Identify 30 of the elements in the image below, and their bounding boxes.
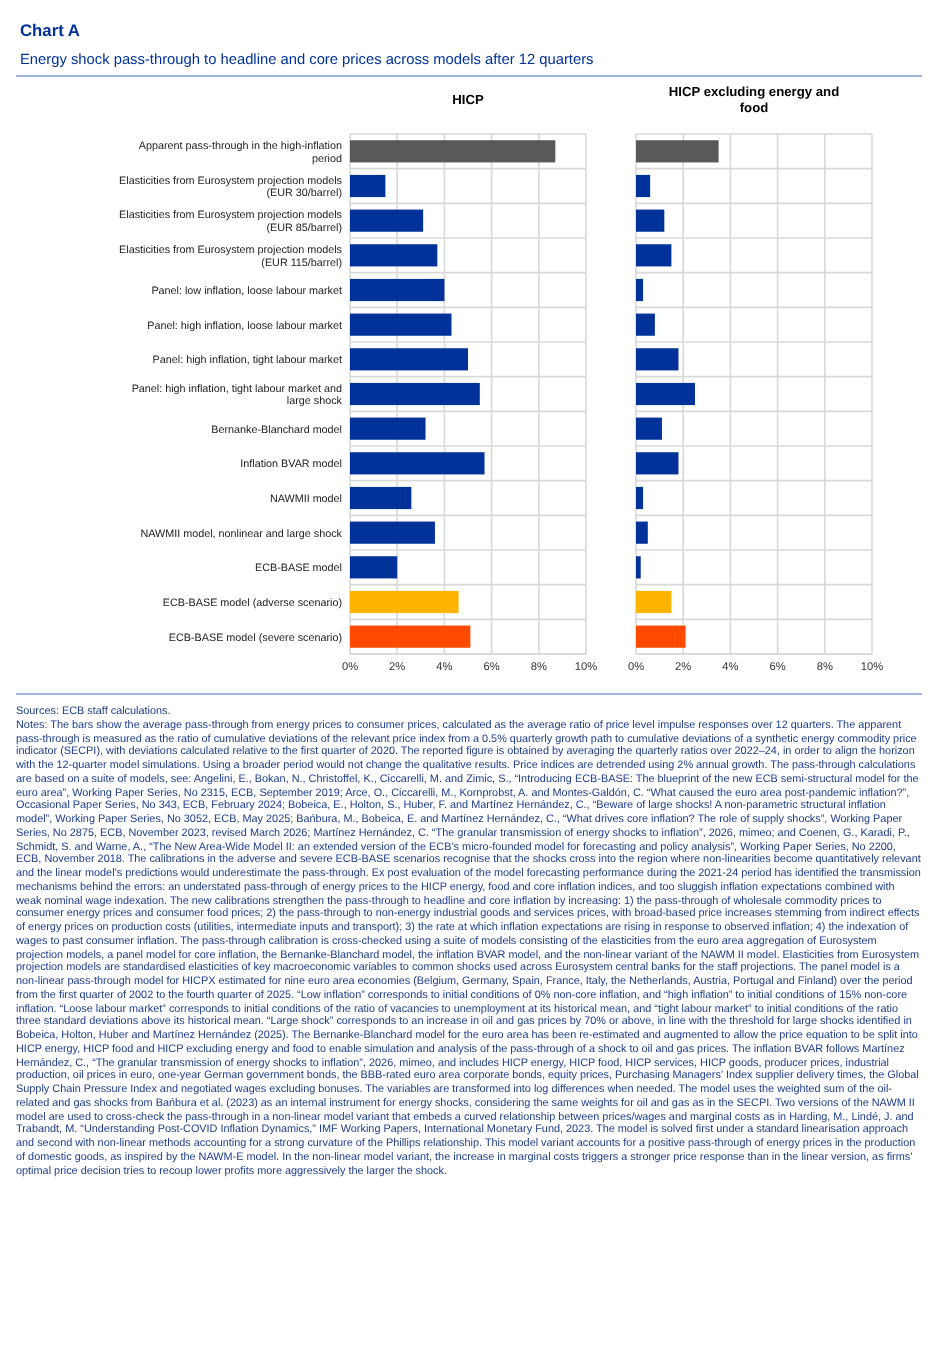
bar <box>636 590 672 614</box>
bar <box>636 313 655 336</box>
bar <box>636 521 648 544</box>
bar <box>350 140 556 163</box>
bar <box>636 625 686 648</box>
bar <box>350 521 435 544</box>
bar <box>636 244 672 267</box>
bar <box>350 625 471 648</box>
bar <box>350 590 459 614</box>
bar <box>636 174 651 198</box>
bar <box>350 382 480 406</box>
bar <box>636 382 695 406</box>
bar <box>350 348 468 371</box>
bar <box>350 556 398 579</box>
bar <box>636 278 644 302</box>
bar <box>636 486 644 510</box>
bar <box>636 348 679 371</box>
bar <box>350 278 445 302</box>
bar <box>636 452 679 475</box>
bar <box>636 140 719 163</box>
bar <box>350 417 426 440</box>
bar <box>350 313 452 336</box>
text: Chart A <box>20 20 80 40</box>
bar <box>636 209 665 232</box>
bar <box>350 452 485 475</box>
bar <box>350 174 386 198</box>
bar <box>636 417 662 440</box>
bar <box>350 486 412 510</box>
bar <box>350 209 424 232</box>
bar <box>350 244 438 267</box>
